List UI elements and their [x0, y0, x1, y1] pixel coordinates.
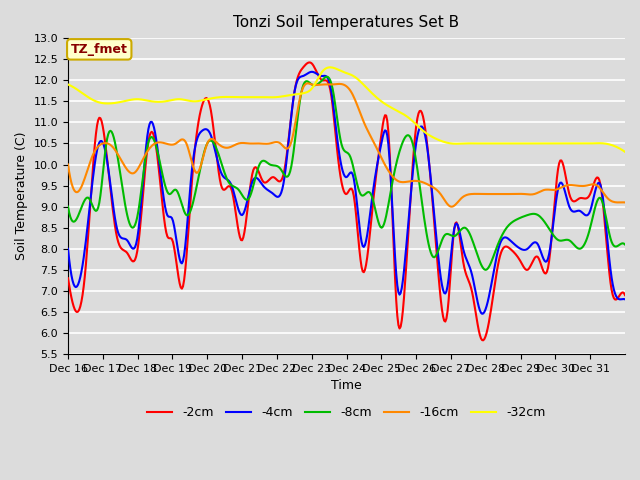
-8cm: [397, 145, 404, 151]
-8cm: [621, 241, 629, 247]
-8cm: [482, 267, 490, 273]
Line: -4cm: -4cm: [68, 72, 625, 314]
X-axis label: Time: Time: [331, 379, 362, 392]
-2cm: [305, 60, 313, 65]
-8cm: [610, 243, 618, 249]
Line: -32cm: -32cm: [68, 67, 625, 152]
-32cm: [333, 66, 341, 72]
-16cm: [448, 204, 456, 210]
-2cm: [333, 146, 341, 152]
-16cm: [397, 179, 404, 185]
-2cm: [523, 267, 531, 273]
-16cm: [304, 81, 312, 86]
Line: -8cm: -8cm: [68, 77, 625, 270]
-2cm: [330, 113, 337, 119]
-2cm: [479, 337, 487, 343]
-2cm: [64, 276, 72, 281]
-16cm: [610, 199, 618, 205]
Line: -16cm: -16cm: [68, 84, 625, 207]
-4cm: [478, 311, 486, 317]
-16cm: [523, 192, 531, 197]
-16cm: [621, 200, 629, 205]
-2cm: [367, 225, 374, 230]
-8cm: [330, 92, 337, 97]
-4cm: [397, 290, 404, 296]
-4cm: [367, 208, 374, 214]
-32cm: [609, 143, 616, 148]
Y-axis label: Soil Temperature (C): Soil Temperature (C): [15, 132, 28, 260]
-16cm: [367, 133, 374, 139]
-4cm: [610, 287, 618, 292]
-16cm: [333, 81, 341, 87]
-32cm: [397, 110, 404, 116]
-2cm: [610, 295, 618, 301]
-2cm: [397, 324, 404, 330]
-4cm: [64, 246, 72, 252]
-8cm: [64, 204, 72, 209]
-8cm: [333, 115, 341, 120]
-32cm: [621, 149, 629, 155]
-4cm: [333, 134, 341, 140]
-32cm: [64, 82, 72, 87]
-8cm: [367, 191, 374, 196]
-16cm: [330, 82, 337, 87]
-32cm: [330, 65, 337, 71]
-16cm: [64, 162, 72, 168]
-4cm: [330, 106, 337, 111]
Title: Tonzi Soil Temperatures Set B: Tonzi Soil Temperatures Set B: [234, 15, 460, 30]
-8cm: [323, 74, 331, 80]
Legend: -2cm, -4cm, -8cm, -16cm, -32cm: -2cm, -4cm, -8cm, -16cm, -32cm: [142, 401, 550, 424]
-8cm: [523, 213, 531, 218]
-32cm: [326, 64, 334, 70]
-32cm: [522, 141, 529, 146]
-4cm: [621, 297, 629, 302]
-4cm: [523, 246, 531, 252]
-2cm: [621, 292, 629, 298]
-32cm: [367, 89, 374, 95]
-4cm: [307, 69, 315, 75]
Line: -2cm: -2cm: [68, 62, 625, 340]
Text: TZ_fmet: TZ_fmet: [71, 43, 128, 56]
